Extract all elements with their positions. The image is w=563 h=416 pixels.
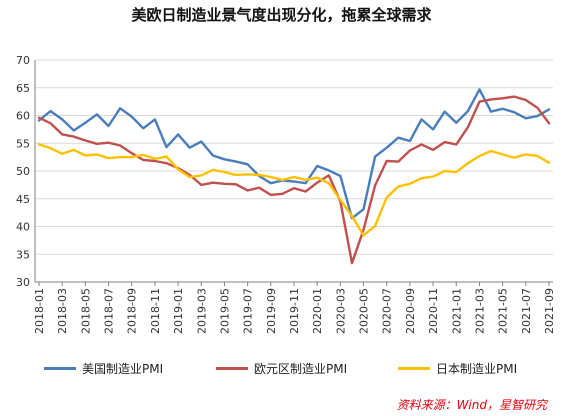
legend-label-eu: 欧元区制造业PMI bbox=[254, 362, 348, 376]
x-tick-label-2019-09: 2019-09 bbox=[265, 288, 278, 334]
source-note: 资料来源：Wind，星智研究 bbox=[396, 398, 547, 412]
legend-label-jp: 日本制造业PMI bbox=[436, 362, 518, 376]
series-line-jp bbox=[37, 143, 551, 237]
y-tick-label-30: 30 bbox=[16, 276, 30, 289]
x-tick-label-2019-07: 2019-07 bbox=[242, 288, 255, 334]
y-tick-label-60: 60 bbox=[16, 110, 30, 123]
x-tick-label-2020-05: 2020-05 bbox=[358, 288, 371, 334]
x-tick-label-2019-01: 2019-01 bbox=[172, 288, 185, 334]
series-layer bbox=[37, 88, 551, 265]
x-tick-label-2018-01: 2018-01 bbox=[33, 288, 46, 334]
legend-swatch-jp bbox=[398, 367, 430, 370]
x-tick-label-2020-01: 2020-01 bbox=[311, 288, 324, 334]
chart-title: 美欧日制造业景气度出现分化，拖累全球需求 bbox=[131, 6, 432, 24]
x-tick-label-2021-07: 2021-07 bbox=[520, 288, 533, 334]
x-tick-label-2018-03: 2018-03 bbox=[56, 288, 69, 334]
x-tick-label-2020-07: 2020-07 bbox=[381, 288, 394, 334]
y-tick-label-70: 70 bbox=[16, 54, 30, 67]
legend-label-us: 美国制造业PMI bbox=[82, 362, 164, 376]
x-tick-label-2018-05: 2018-05 bbox=[79, 288, 92, 334]
x-tick-label-2018-11: 2018-11 bbox=[149, 288, 162, 334]
x-tick-label-2020-03: 2020-03 bbox=[334, 288, 347, 334]
x-tick-label-2018-07: 2018-07 bbox=[103, 288, 116, 334]
x-tick-label-2021-03: 2021-03 bbox=[473, 288, 486, 334]
grid-layer bbox=[35, 59, 553, 255]
x-tick-label-2019-11: 2019-11 bbox=[288, 288, 301, 334]
legend-item-us: 美国制造业PMI bbox=[44, 360, 163, 377]
y-tick-label-40: 40 bbox=[16, 221, 30, 234]
y-tick-label-35: 35 bbox=[16, 248, 30, 261]
x-tick-label-2019-03: 2019-03 bbox=[195, 288, 208, 334]
y-tick-label-50: 50 bbox=[16, 165, 30, 178]
legend-swatch-us bbox=[44, 367, 76, 370]
y-tick-label-45: 45 bbox=[16, 193, 30, 206]
x-tick-label-2021-05: 2021-05 bbox=[497, 288, 510, 334]
legend-swatch-eu bbox=[216, 367, 248, 370]
y-tick-label-55: 55 bbox=[16, 137, 30, 150]
legend: 美国制造业PMI 欧元区制造业PMI 日本制造业PMI bbox=[0, 360, 563, 382]
x-tick-label-2019-05: 2019-05 bbox=[218, 288, 231, 334]
x-tick-label-2020-11: 2020-11 bbox=[427, 288, 440, 334]
axis-layer: 30 35 40 45 50 55 60 65 70 2018-01 2018-03 2018-05 2… bbox=[16, 54, 556, 334]
legend-item-eu: 欧元区制造业PMI bbox=[216, 360, 347, 377]
legend-item-jp: 日本制造业PMI bbox=[398, 360, 517, 377]
y-tick-label-65: 65 bbox=[16, 82, 30, 95]
x-tick-label-2018-09: 2018-09 bbox=[126, 288, 139, 334]
series-line-us bbox=[37, 88, 551, 220]
x-tick-label-2020-09: 2020-09 bbox=[404, 288, 417, 334]
x-tick-label-2021-09: 2021-09 bbox=[543, 288, 556, 334]
series-line-eu bbox=[37, 95, 551, 265]
x-tick-label-2021-01: 2021-01 bbox=[450, 288, 463, 334]
